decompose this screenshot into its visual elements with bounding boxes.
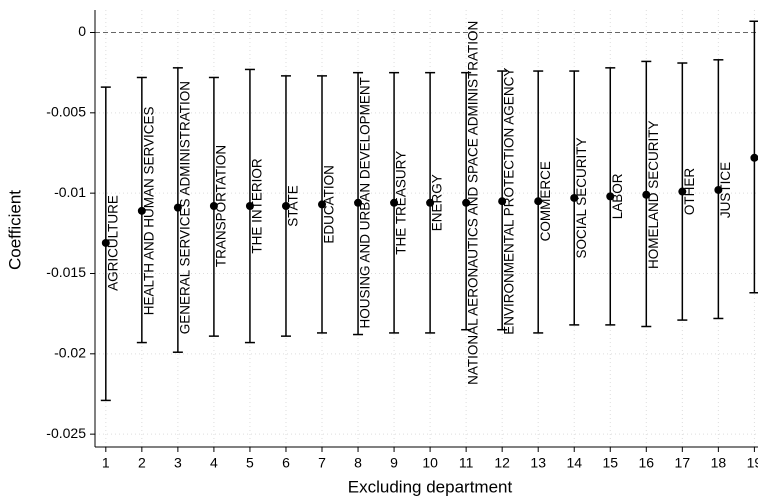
point [101,238,110,247]
point [534,197,543,206]
x-tick-label: 18 [711,455,727,471]
point [173,203,182,212]
y-axis-label: Coefficient [5,190,24,270]
point [498,197,507,206]
y-tick-label: -0.025 [46,425,86,441]
department-label: COMMERCE [538,161,553,241]
x-tick-label: 19 [747,455,758,471]
point [714,185,723,194]
x-tick-label: 17 [675,455,691,471]
point [570,193,579,202]
department-label: HOUSING AND URBAN DEVELOPMENT [358,77,373,328]
department-label: OTHER [682,168,697,216]
department-label: HOMELAND SECURITY [646,120,661,269]
point [281,202,290,211]
x-tick-label: 12 [494,455,510,471]
x-tick-label: 10 [422,455,438,471]
y-tick-label: -0.015 [46,264,86,280]
point [750,153,758,162]
department-label: TRANSPORTATION [213,145,228,267]
x-tick-label: 8 [354,455,362,471]
department-label: EDUCATION [322,165,337,244]
point [642,190,651,199]
department-label: LABOR [610,173,625,219]
x-tick-label: 13 [530,455,546,471]
department-label: ENVIRONMENTAL PROTECTION AGENCY [502,68,517,335]
department-label: STATE [286,185,301,227]
x-tick-label: 9 [390,455,398,471]
y-tick-label: -0.01 [54,184,86,200]
x-tick-label: 1 [102,455,110,471]
point [245,202,254,211]
point [426,198,435,207]
x-tick-label: 11 [459,455,474,471]
point [318,200,327,209]
department-label: NATIONAL AERONAUTICS AND SPACE ADMINISTR… [466,21,481,385]
department-label: HEALTH AND HUMAN SERVICES [141,106,156,315]
department-label: JUSTICE [718,162,733,218]
y-tick-label: 0 [78,23,86,39]
x-tick-label: 4 [210,455,218,471]
point [354,198,363,207]
x-tick-label: 3 [174,455,182,471]
x-tick-label: 16 [639,455,655,471]
department-label: THE TREASURY [394,151,409,255]
department-label: AGRICULTURE [105,195,120,291]
x-tick-label: 6 [282,455,290,471]
point [678,187,687,196]
x-tick-label: 5 [246,455,254,471]
x-tick-label: 14 [566,455,582,471]
point [462,198,471,207]
y-tick-label: -0.02 [54,345,86,361]
x-tick-label: 7 [318,455,326,471]
department-label: THE INTERIOR [250,158,265,254]
x-tick-label: 15 [602,455,618,471]
department-label: SOCIAL SECURITY [574,137,589,258]
department-label: ENERGY [430,174,445,231]
x-axis-label: Excluding department [348,477,513,496]
point [390,198,399,207]
department-label: GENERAL SERVICES ADMINISTRATION [177,81,192,334]
point [606,192,615,201]
point [137,206,146,215]
point [209,202,218,211]
x-tick-label: 2 [138,455,146,471]
y-tick-label: -0.005 [46,104,86,120]
